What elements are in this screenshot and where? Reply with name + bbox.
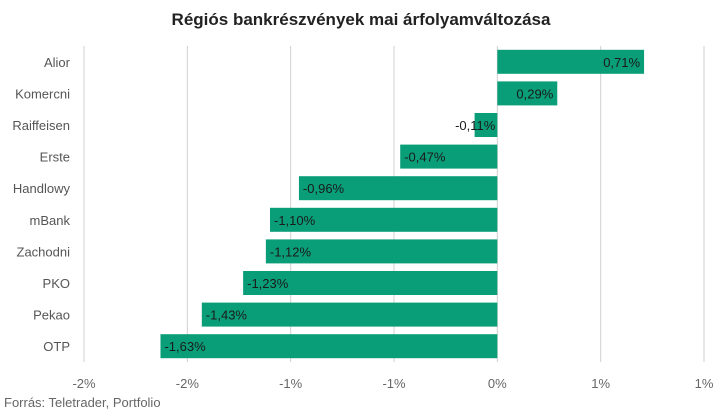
bar bbox=[400, 144, 498, 169]
bars bbox=[160, 49, 645, 359]
category-label: Alior bbox=[44, 55, 71, 70]
data-label: -0,47% bbox=[404, 150, 446, 165]
bar bbox=[270, 207, 498, 232]
x-tick-label: -1% bbox=[382, 376, 406, 391]
bar bbox=[160, 334, 498, 359]
x-tick-label: 1% bbox=[591, 376, 610, 391]
data-label: -1,12% bbox=[270, 244, 312, 259]
x-tick-label: -1% bbox=[279, 376, 303, 391]
data-label: 0,29% bbox=[516, 86, 553, 101]
bar bbox=[265, 239, 498, 264]
category-label: Erste bbox=[40, 150, 70, 165]
data-label: 0,71% bbox=[603, 55, 640, 70]
bar bbox=[298, 176, 498, 201]
x-tick-label: 1% bbox=[695, 376, 714, 391]
category-label: Zachodni bbox=[17, 244, 71, 259]
chart-title: Régiós bankrészvények mai árfolyamváltoz… bbox=[172, 10, 551, 29]
category-label: OTP bbox=[43, 339, 70, 354]
data-label: -1,43% bbox=[206, 308, 248, 323]
bar bbox=[497, 81, 558, 106]
bar bbox=[243, 271, 498, 295]
category-label: mBank bbox=[30, 213, 71, 228]
data-label: -1,23% bbox=[247, 276, 289, 291]
data-label: -1,63% bbox=[164, 339, 206, 354]
category-label: Raiffeisen bbox=[12, 118, 70, 133]
category-label: Pekao bbox=[33, 308, 70, 323]
data-label: -1,10% bbox=[274, 213, 316, 228]
category-label: PKO bbox=[43, 276, 70, 291]
bar bbox=[497, 49, 645, 74]
x-tick-label: -2% bbox=[72, 376, 96, 391]
category-label: Handlowy bbox=[13, 181, 71, 196]
data-label: -0,96% bbox=[303, 181, 345, 196]
x-tick-label: 0% bbox=[488, 376, 507, 391]
bar bbox=[474, 113, 498, 137]
labels: -2% -2% -1% -1% 0% 1% 1% Alior 0,71% Komercni 0,29… bbox=[12, 55, 713, 391]
category-label: Komercni bbox=[15, 86, 70, 101]
bar bbox=[201, 302, 498, 327]
x-tick-label: -2% bbox=[176, 376, 200, 391]
data-label: -0,11% bbox=[455, 118, 496, 133]
source-note: Forrás: Teletrader, Portfolio bbox=[4, 395, 161, 410]
